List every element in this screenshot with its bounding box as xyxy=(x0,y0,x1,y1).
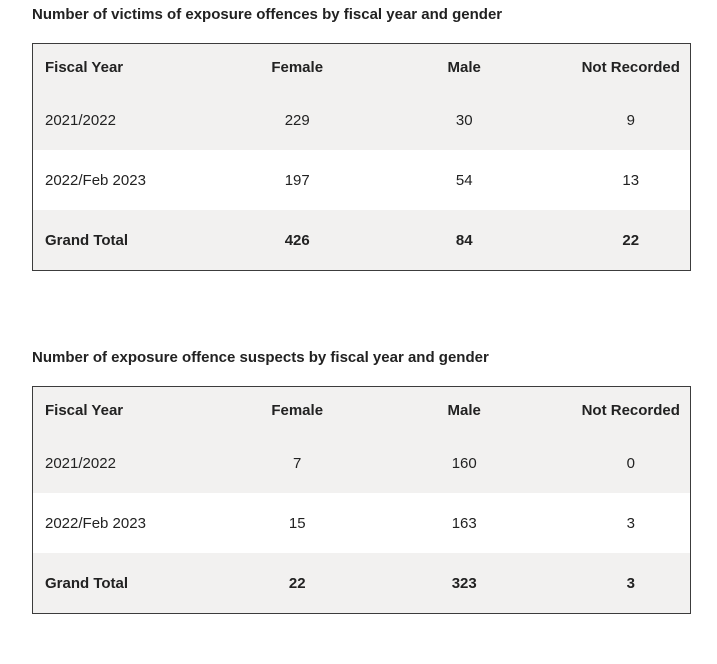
male-cell: 160 xyxy=(451,454,477,472)
suspects-section: Number of exposure offence suspects by f… xyxy=(32,348,691,614)
female-cell: 197 xyxy=(284,171,310,189)
male-cell: 54 xyxy=(455,171,473,189)
grand-total-row: Grand Total 426 84 22 xyxy=(32,210,691,271)
table-header-row: Fiscal Year Female Male Not Recorded xyxy=(32,386,691,433)
fiscal-year-cell: 2022/Feb 2023 xyxy=(45,514,146,532)
female-cell: 7 xyxy=(293,454,302,472)
table-row: 2021/2022 7 160 0 xyxy=(32,433,691,493)
male-cell: 163 xyxy=(451,514,477,532)
column-header-fiscal-year: Fiscal Year xyxy=(45,58,124,76)
male-cell: 30 xyxy=(455,111,473,129)
fiscal-year-cell: 2021/2022 xyxy=(45,454,116,472)
fiscal-year-cell: 2022/Feb 2023 xyxy=(45,171,146,189)
not-recorded-cell: 13 xyxy=(622,171,640,189)
column-header-female: Female xyxy=(271,401,324,419)
not-recorded-total-cell: 3 xyxy=(626,574,635,592)
column-header-female: Female xyxy=(271,58,324,76)
not-recorded-total-cell: 22 xyxy=(622,231,640,249)
not-recorded-cell: 3 xyxy=(626,514,635,532)
table-row: 2022/Feb 2023 15 163 3 xyxy=(32,493,691,553)
male-total-cell: 323 xyxy=(451,574,477,592)
victims-table-caption: Number of victims of exposure offences b… xyxy=(32,6,503,23)
victims-table: Fiscal Year Female Male Not Recorded 202… xyxy=(32,43,691,271)
female-cell: 229 xyxy=(284,111,310,129)
suspects-table: Fiscal Year Female Male Not Recorded 202… xyxy=(32,386,691,614)
female-cell: 15 xyxy=(288,514,306,532)
male-total-cell: 84 xyxy=(455,231,473,249)
column-header-not-recorded: Not Recorded xyxy=(581,401,680,419)
female-total-cell: 426 xyxy=(284,231,310,249)
table-header-row: Fiscal Year Female Male Not Recorded xyxy=(32,43,691,90)
table-row: 2022/Feb 2023 197 54 13 xyxy=(32,150,691,210)
grand-total-label: Grand Total xyxy=(45,231,129,249)
not-recorded-cell: 0 xyxy=(626,454,635,472)
column-header-not-recorded: Not Recorded xyxy=(581,58,680,76)
victims-section: Number of victims of exposure offences b… xyxy=(32,5,691,271)
column-header-fiscal-year: Fiscal Year xyxy=(45,401,124,419)
suspects-table-caption: Number of exposure offence suspects by f… xyxy=(32,349,489,366)
not-recorded-cell: 9 xyxy=(626,111,635,129)
column-header-male: Male xyxy=(447,401,481,419)
fiscal-year-cell: 2021/2022 xyxy=(45,111,116,129)
female-total-cell: 22 xyxy=(288,574,306,592)
grand-total-row: Grand Total 22 323 3 xyxy=(32,553,691,614)
grand-total-label: Grand Total xyxy=(45,574,129,592)
column-header-male: Male xyxy=(447,58,481,76)
table-row: 2021/2022 229 30 9 xyxy=(32,90,691,150)
